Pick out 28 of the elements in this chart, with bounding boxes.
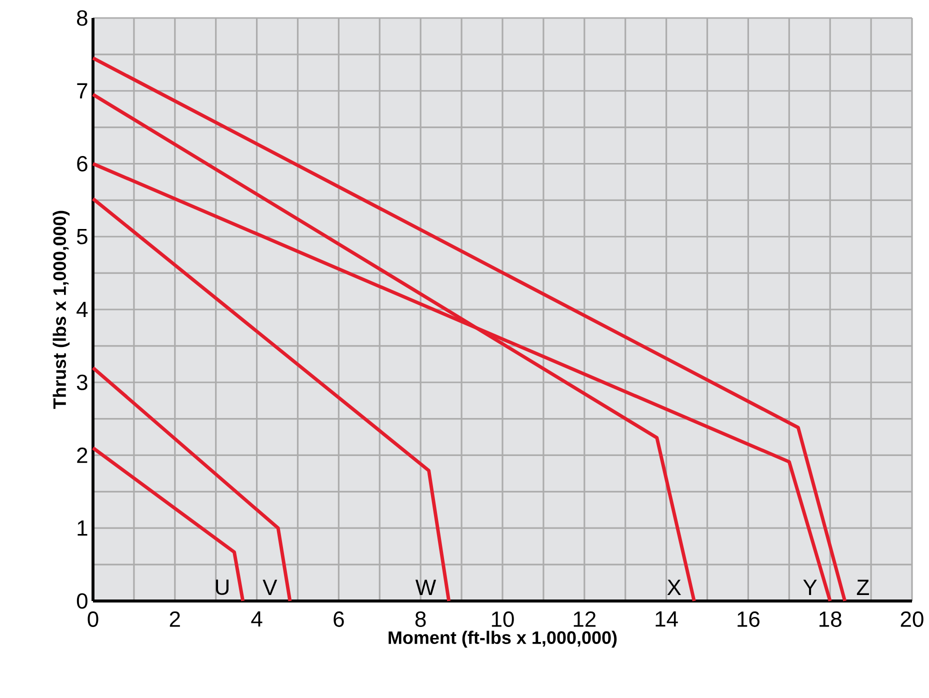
y-tick-label: 5 xyxy=(76,228,88,244)
x-tick-label: 2 xyxy=(170,611,180,627)
x-tick-label: 0 xyxy=(88,611,98,627)
x-tick-label: 16 xyxy=(738,611,760,627)
y-tick-label: 4 xyxy=(76,302,88,318)
series-label: V xyxy=(262,580,278,595)
series-label: W xyxy=(415,580,436,595)
y-axis-title: Thrust (lbs x 1,000,000) xyxy=(52,210,70,409)
x-tick-label: 10 xyxy=(492,611,514,627)
x-tick-label: 8 xyxy=(415,611,426,627)
x-tick-label: 4 xyxy=(251,611,262,627)
series-label: U xyxy=(216,580,228,595)
x-tick-label: 20 xyxy=(900,611,924,627)
y-tick-label: 0 xyxy=(76,593,88,609)
series-label: Y xyxy=(803,580,817,595)
x-tick-label: 12 xyxy=(574,611,596,627)
y-tick-label: 1 xyxy=(78,520,88,536)
y-tick-label: 7 xyxy=(77,83,88,98)
x-axis-title: Moment (ft-lbs x 1,000,000) xyxy=(388,630,617,648)
y-tick-label: 3 xyxy=(76,374,88,390)
y-tick-label: 8 xyxy=(77,10,88,26)
y-tick-label: 6 xyxy=(77,156,88,172)
x-tick-label: 6 xyxy=(334,611,344,627)
series-label: X xyxy=(667,580,681,595)
series-label: Z xyxy=(856,580,869,595)
x-tick-label: 14 xyxy=(656,611,678,627)
x-tick-label: 18 xyxy=(820,611,842,627)
y-tick-label: 2 xyxy=(77,448,88,463)
